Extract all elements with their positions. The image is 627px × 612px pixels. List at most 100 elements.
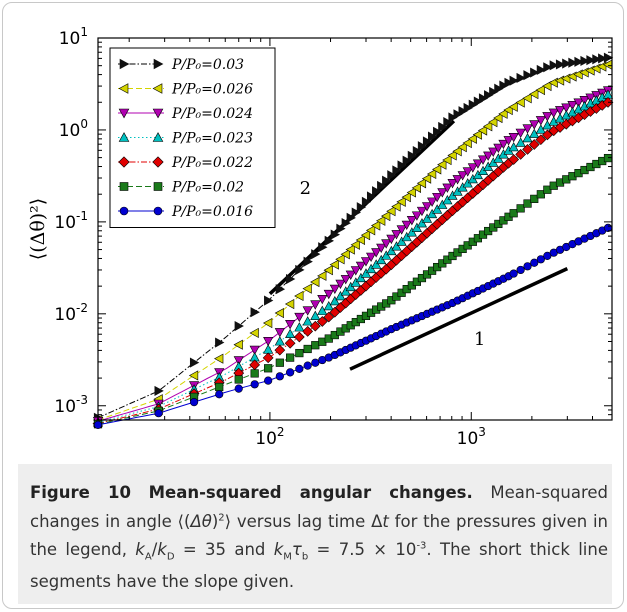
data-point — [381, 239, 392, 249]
data-point — [523, 199, 532, 208]
data-point — [522, 93, 532, 104]
data-point — [189, 397, 199, 407]
data-point — [401, 192, 411, 203]
legend-label: P/P₀=0.023 — [171, 131, 253, 147]
data-point — [428, 131, 438, 142]
data-point — [323, 300, 334, 311]
data-point — [458, 106, 468, 117]
data-point — [264, 295, 274, 306]
data-point — [351, 207, 361, 218]
data-point — [542, 80, 552, 92]
data-point — [554, 106, 566, 116]
data-point — [396, 225, 407, 235]
data-point — [250, 369, 259, 378]
data-point — [509, 75, 519, 86]
data-point — [473, 96, 484, 107]
data-point — [416, 218, 428, 228]
data-point — [442, 183, 453, 193]
data-point — [467, 163, 478, 173]
data-point — [579, 96, 590, 106]
data-point — [329, 284, 340, 295]
data-point — [295, 348, 304, 358]
data-point — [153, 58, 164, 70]
data-point — [498, 108, 508, 119]
legend-label: P/P₀=0.016 — [171, 204, 253, 220]
data-point — [427, 197, 438, 207]
data-point — [250, 307, 260, 318]
data-point — [356, 202, 367, 213]
data-point — [361, 196, 372, 207]
data-point — [438, 121, 448, 132]
data-point — [489, 86, 499, 98]
data-point — [421, 202, 433, 212]
data-point — [432, 204, 443, 214]
data-point — [302, 316, 313, 326]
data-point — [536, 255, 545, 264]
y-tick-label: 101 — [59, 25, 88, 49]
data-point — [508, 133, 519, 143]
legend: P/P₀=0.03 P/P₀=0.026 P/P₀=0.024 P/P₀=0.023 P… — [109, 47, 276, 228]
data-point — [561, 103, 572, 113]
y-tick-label: 10-1 — [54, 209, 88, 233]
data-point — [515, 97, 525, 108]
data-point — [275, 372, 284, 381]
y-axis-label: ⟨(Δθ)²⟩ — [27, 198, 49, 260]
caption-background — [18, 464, 612, 604]
data-point — [376, 243, 387, 254]
data-point — [317, 270, 327, 281]
data-point — [528, 139, 540, 150]
data-point — [515, 128, 526, 138]
data-point — [310, 276, 320, 288]
data-point — [154, 385, 164, 396]
data-point — [330, 229, 340, 240]
data-point — [508, 154, 520, 165]
data-point — [285, 328, 296, 339]
data-point — [498, 139, 509, 150]
data-point — [284, 298, 295, 310]
data-point — [303, 344, 312, 354]
series-4 — [92, 97, 614, 429]
data-point — [548, 108, 559, 118]
data-point — [522, 144, 533, 155]
data-point — [264, 376, 273, 385]
data-point — [416, 206, 428, 217]
data-point — [233, 339, 243, 350]
data-point — [483, 151, 494, 161]
data-point — [447, 179, 458, 189]
data-point — [422, 136, 433, 147]
data-point — [262, 352, 274, 364]
data-point — [189, 357, 200, 368]
data-point — [152, 132, 164, 142]
data-point — [457, 171, 468, 181]
data-point — [335, 279, 346, 290]
data-point — [516, 72, 526, 84]
data-point — [411, 182, 421, 193]
x-tick-label: 103 — [457, 425, 486, 449]
data-point — [523, 262, 532, 271]
data-point — [416, 178, 427, 189]
data-point — [303, 361, 312, 370]
data-point — [119, 58, 130, 70]
figure-caption: Figure 10 Mean-squared angular changes. … — [30, 483, 609, 592]
data-point — [275, 358, 284, 367]
data-point — [462, 167, 473, 177]
y-tick-label: 10-2 — [54, 301, 88, 325]
data-point — [412, 145, 423, 157]
series-line — [97, 62, 613, 421]
data-point — [310, 300, 321, 310]
data-point — [488, 147, 499, 157]
data-point — [302, 325, 314, 337]
data-point — [274, 328, 285, 338]
data-point — [536, 190, 545, 199]
series-6 — [93, 223, 613, 429]
data-point — [234, 320, 244, 332]
data-point — [509, 209, 518, 218]
data-point — [249, 345, 260, 356]
data-point — [274, 307, 284, 319]
data-point — [542, 112, 553, 122]
data-point — [427, 208, 438, 219]
data-point — [437, 159, 447, 170]
data-point — [311, 249, 321, 260]
data-point — [488, 117, 498, 128]
data-point — [233, 356, 244, 366]
